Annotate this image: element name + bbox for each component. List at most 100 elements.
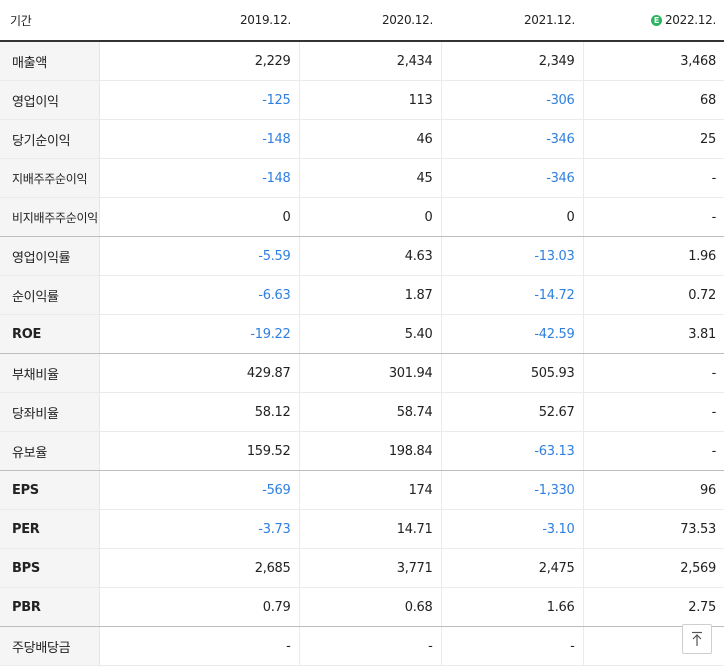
value-cell: 73.53 [583,509,724,549]
value-cell: -14.72 [441,275,584,315]
value-cell: - [299,626,442,666]
table-row: 순이익률 -6.63 1.87 -14.72 0.72 [0,275,724,315]
value-cell: 429.87 [99,353,300,393]
value-cell: - [583,197,724,237]
value-cell: 174 [299,470,442,510]
row-label: 부채비율 [0,353,100,393]
value-cell: 198.84 [299,431,442,471]
value-cell: 4.63 [299,236,442,276]
value-cell: -6.63 [99,275,300,315]
table-row: 당기순이익 -148 46 -346 25 [0,119,724,159]
value-cell: -5.59 [99,236,300,276]
value-cell: -306 [441,80,584,120]
table-row: 매출액 2,229 2,434 2,349 3,468 [0,41,724,81]
value-cell: 2.75 [583,587,724,627]
value-cell: 0.68 [299,587,442,627]
period-header-label: 기간 [0,0,99,42]
row-label: 당기순이익 [0,119,100,159]
value-cell: 1.96 [583,236,724,276]
row-label: 영업이익 [0,80,100,120]
table-row: 주당배당금 - - - [0,626,724,666]
period-2022-estimate: E 2022.12. [583,0,724,42]
value-cell: - [441,626,584,666]
value-cell: -346 [441,158,584,198]
scroll-to-top-button[interactable] [682,624,712,654]
table-row: 유보율 159.52 198.84 -63.13- [0,431,724,471]
table-row: PER -3.73 14.71 -3.10 73.53 [0,509,724,549]
value-cell: 5.40 [299,314,442,354]
value-cell: - [583,431,724,471]
table-row: PBR 0.79 0.68 1.66 2.75 [0,587,724,627]
period-2020: 2020.12. [299,0,441,42]
row-label: PER [0,509,100,549]
row-label: 유보율 [0,431,100,471]
value-cell: -569 [99,470,300,510]
value-cell: 45 [299,158,442,198]
row-label: ROE [0,314,100,354]
value-cell: 2,685 [99,548,300,588]
value-cell: 1.66 [441,587,584,627]
table-row: 비지배주주순이익 0 0 0- [0,197,724,237]
value-cell: 3,771 [299,548,442,588]
table-row: BPS 2,685 3,771 2,475 2,569 [0,548,724,588]
value-cell: 0.72 [583,275,724,315]
value-cell: -346 [441,119,584,159]
value-cell: 301.94 [299,353,442,393]
value-cell: - [99,626,300,666]
value-cell: 3,468 [583,41,724,81]
table-row: 부채비율 429.87 301.94 505.93- [0,353,724,393]
table-row: 지배주주순이익 -148 45 -346- [0,158,724,198]
row-label: 당좌비율 [0,392,100,432]
value-cell: 14.71 [299,509,442,549]
value-cell: - [583,392,724,432]
header-row: 기간 2019.12. 2020.12. 2021.12. E 2022.12. [0,0,724,42]
value-cell: 25 [583,119,724,159]
value-cell: -148 [99,158,300,198]
value-cell: 2,434 [299,41,442,81]
value-cell: - [583,158,724,198]
period-2021: 2021.12. [441,0,583,42]
value-cell: 0 [441,197,584,237]
table-row: EPS -569 174 -1,330 96 [0,470,724,510]
value-cell: 52.67 [441,392,584,432]
row-label: 비지배주주순이익 [0,197,100,237]
value-cell: 3.81 [583,314,724,354]
value-cell: -63.13 [441,431,584,471]
arrow-up-icon [692,631,702,646]
table-row: 당좌비율 58.12 58.74 52.67- [0,392,724,432]
value-cell: 2,229 [99,41,300,81]
value-cell: -3.10 [441,509,584,549]
table-row: 영업이익 -125 113 -306 68 [0,80,724,120]
value-cell: 2,569 [583,548,724,588]
value-cell: 58.12 [99,392,300,432]
row-label: BPS [0,548,100,588]
period-2022-label: 2022.12. [664,13,716,27]
value-cell: -19.22 [99,314,300,354]
value-cell: 46 [299,119,442,159]
table-row: 영업이익률 -5.59 4.63 -13.03 1.96 [0,236,724,276]
value-cell: -125 [99,80,300,120]
value-cell: -1,330 [441,470,584,510]
value-cell: 0 [299,197,442,237]
row-label: 매출액 [0,41,100,81]
value-cell: - [583,353,724,393]
period-2019: 2019.12. [99,0,299,42]
value-cell: -148 [99,119,300,159]
row-label: EPS [0,470,100,510]
value-cell: 2,349 [441,41,584,81]
value-cell: 1.87 [299,275,442,315]
table-row: ROE -19.22 5.40 -42.59 3.81 [0,314,724,354]
value-cell: -3.73 [99,509,300,549]
row-label: 지배주주순이익 [0,158,100,198]
value-cell: 96 [583,470,724,510]
value-cell: 0 [99,197,300,237]
row-label: 주당배당금 [0,626,100,666]
estimate-badge-icon: E [650,15,662,26]
value-cell: 505.93 [441,353,584,393]
row-label: 영업이익률 [0,236,100,276]
row-label: 순이익률 [0,275,100,315]
row-label: PBR [0,587,100,627]
value-cell: -13.03 [441,236,584,276]
value-cell: -42.59 [441,314,584,354]
